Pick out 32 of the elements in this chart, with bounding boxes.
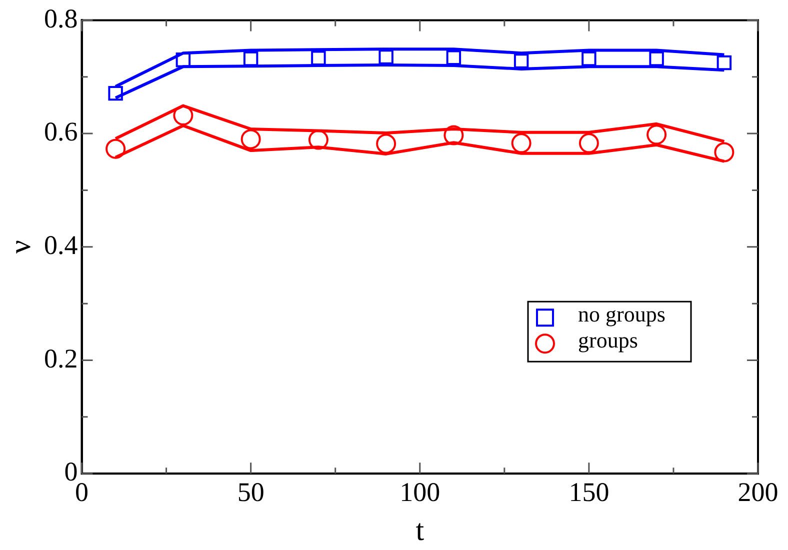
y-tick-label: 0.2 [44,343,78,374]
point [582,51,596,66]
x-axis-title: t [416,514,425,547]
point [446,50,462,65]
point [108,86,123,101]
x-tick-label: 50 [237,476,264,507]
point [514,54,529,68]
point [444,125,464,146]
y-tick-label: 0 [64,456,78,487]
point [578,133,599,154]
y-tick-label: 0.4 [44,230,78,260]
point [378,50,394,64]
y-tick-label: 0.8 [44,3,78,34]
point [376,134,396,154]
point [714,142,734,162]
point [173,105,194,126]
point [716,55,732,70]
y-tick-label: 0.6 [44,116,78,147]
y-axis-title: ν [4,240,37,254]
point [106,138,126,159]
legend-label: groups [578,327,638,352]
point [649,51,664,66]
point [240,129,261,150]
legend-label: no groups [578,301,666,326]
x-tick-label: 200 [738,476,778,507]
point [511,133,532,154]
point [176,52,191,68]
x-tick-label: 100 [400,476,440,507]
point [243,51,258,66]
point [646,124,667,145]
x-tick-label: 150 [568,476,610,507]
point [311,50,326,66]
